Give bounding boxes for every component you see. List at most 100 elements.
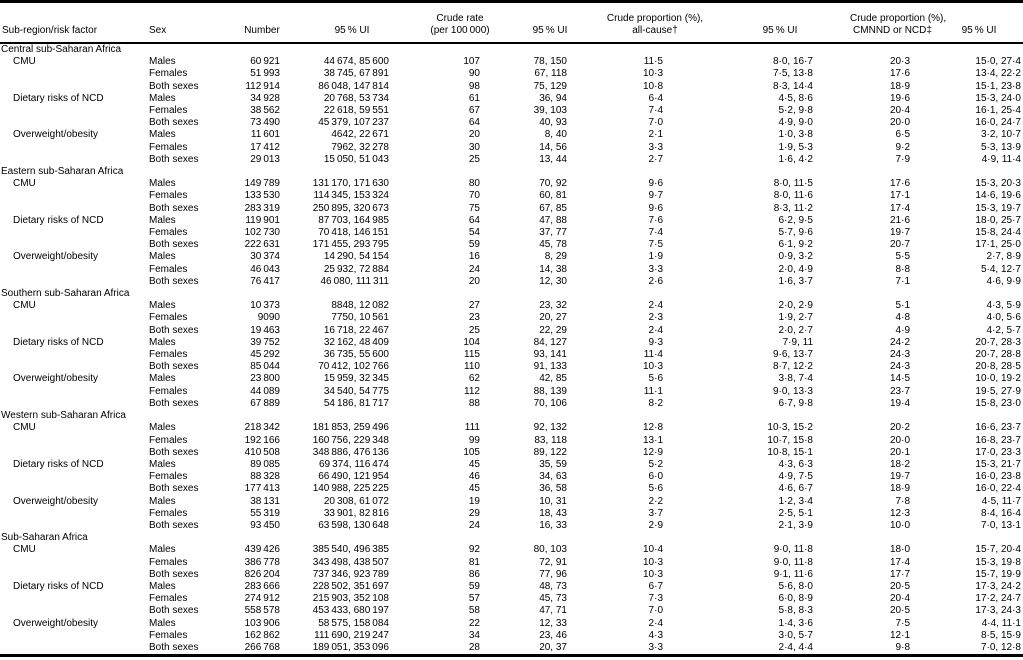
cell-prop_all_cause: 10·4 bbox=[642, 544, 663, 556]
cell-sex: Females bbox=[149, 190, 188, 202]
cell-cmnnd_ui: 18·0, 25·7 bbox=[975, 214, 1021, 226]
cell-prop_all_cause: 10·3 bbox=[642, 68, 663, 80]
region-name: Central sub-Saharan Africa bbox=[1, 44, 122, 55]
cell-risk_factor: Overweight/obesity bbox=[13, 251, 99, 263]
cell-rate_ui: 23, 46 bbox=[539, 629, 567, 641]
cell-risk_factor bbox=[0, 520, 148, 532]
cell-crude_rate: 70 bbox=[468, 190, 480, 202]
cell-rate_ui: 70, 92 bbox=[539, 178, 567, 190]
cell-crude_rate: 99 bbox=[468, 434, 480, 446]
cell-number_ui: 15 959, 32 345 bbox=[323, 373, 389, 385]
cell-risk_factor bbox=[0, 630, 148, 642]
cell-risk_factor bbox=[0, 227, 148, 239]
cell-crude_rate: 24 bbox=[468, 519, 480, 531]
cell-rate_ui: 67, 118 bbox=[534, 68, 567, 80]
section-header-row: Eastern sub-Saharan Africa bbox=[0, 166, 1023, 178]
cell-prop_cmnnd: 19·7 bbox=[889, 471, 910, 483]
cell-number_ui: 343 498, 438 507 bbox=[312, 556, 389, 568]
cell-crude_rate: 28 bbox=[468, 641, 480, 653]
cell-sex: Both sexes bbox=[149, 239, 199, 251]
cell-sex: Both sexes bbox=[149, 202, 199, 214]
cell-prop_all_cause: 2·6 bbox=[648, 275, 663, 287]
cell-number: 826 204 bbox=[244, 568, 280, 580]
table-row: CMU Males 10 373 8848, 12 082 27 23, 32 2·4 2·0… bbox=[0, 300, 1023, 312]
cell-prop_all_cause: 2·7 bbox=[648, 153, 663, 165]
cell-number: 222 631 bbox=[244, 239, 280, 251]
cell-cmnnd_ui: 7·0, 12·8 bbox=[980, 641, 1021, 653]
cell-rate_ui: 36, 94 bbox=[539, 92, 567, 104]
cell-all_cause_ui: 4·5, 8·6 bbox=[778, 92, 813, 104]
cell-crude_rate: 115 bbox=[464, 349, 480, 361]
cell-sex: Both sexes bbox=[149, 324, 199, 336]
cell-all_cause_ui: 5·6, 8·0 bbox=[778, 580, 813, 592]
table-row: CMU Males 149 789 131 170, 171 630 80 70, 92 9… bbox=[0, 178, 1023, 190]
cell-prop_cmnnd: 6·5 bbox=[895, 129, 910, 141]
column-header-crude-rate: Crude rate (per 100 000) bbox=[420, 1, 500, 44]
table-row: Both sexes 73 490 45 379, 107 237 64 40, 93 7… bbox=[0, 117, 1023, 129]
cell-all_cause_ui: 7·9, 11 bbox=[782, 336, 813, 348]
table-row: Both sexes 29 013 15 050, 51 043 25 13, 44 2·… bbox=[0, 154, 1023, 166]
cell-risk_factor bbox=[0, 398, 148, 410]
cell-risk_factor bbox=[0, 325, 148, 337]
column-header-prop-all-cause: Crude proportion (%), all-cause† bbox=[600, 1, 710, 44]
cell-sex: Females bbox=[149, 556, 188, 568]
cell-all_cause_ui: 4·6, 6·7 bbox=[778, 483, 813, 495]
cell-risk_factor: Dietary risks of NCD bbox=[13, 214, 104, 226]
cell-risk_factor bbox=[0, 386, 148, 398]
table-row: Overweight/obesity Males 23 800 15 959, 32 … bbox=[0, 373, 1023, 385]
cell-risk_factor: Dietary risks of NCD bbox=[13, 92, 104, 104]
cell-sex: Females bbox=[149, 227, 188, 239]
table-row: CMU Males 60 921 44 674, 85 600 107 78, 150 11… bbox=[0, 56, 1023, 68]
cell-number_ui: 38 745, 67 891 bbox=[323, 68, 389, 80]
cell-risk_factor: Overweight/obesity bbox=[13, 129, 99, 141]
cell-prop_cmnnd: 19·4 bbox=[889, 397, 910, 409]
cell-rate_ui: 12, 33 bbox=[539, 617, 567, 629]
cell-prop_all_cause: 2·3 bbox=[648, 312, 663, 324]
cell-risk_factor bbox=[0, 81, 148, 93]
cell-risk_factor bbox=[0, 117, 148, 129]
cell-rate_ui: 13, 44 bbox=[539, 153, 567, 165]
cell-crude_rate: 46 bbox=[468, 471, 480, 483]
cell-all_cause_ui: 4·3, 6·3 bbox=[778, 458, 813, 470]
cell-prop_all_cause: 7·6 bbox=[648, 214, 663, 226]
cell-crude_rate: 45 bbox=[468, 483, 480, 495]
cell-sex: Males bbox=[149, 617, 176, 629]
cell-number_ui: 58 575, 158 084 bbox=[318, 617, 389, 629]
cell-cmnnd_ui: 15·3, 24·0 bbox=[975, 92, 1021, 104]
cell-sex: Males bbox=[149, 458, 176, 470]
cell-number: 102 730 bbox=[244, 227, 280, 239]
cell-prop_cmnnd: 9·2 bbox=[895, 141, 910, 153]
cell-number_ui: 215 903, 352 108 bbox=[312, 593, 389, 605]
cell-number_ui: 16 718, 22 467 bbox=[323, 324, 389, 336]
cell-risk_factor bbox=[0, 557, 148, 569]
cell-prop_all_cause: 2·4 bbox=[648, 617, 663, 629]
cell-rate_ui: 8, 40 bbox=[544, 129, 567, 141]
cell-prop_cmnnd: 20·0 bbox=[889, 434, 910, 446]
table-row: CMU Males 439 426 385 540, 496 385 92 80, 103… bbox=[0, 544, 1023, 556]
cell-prop_cmnnd: 9·8 bbox=[895, 641, 910, 653]
cell-rate_ui: 14, 56 bbox=[539, 141, 567, 153]
cell-all_cause_ui: 8·3, 11·2 bbox=[773, 202, 813, 214]
cell-cmnnd_ui: 4·5, 11·7 bbox=[981, 495, 1021, 507]
cell-number: 34 928 bbox=[250, 92, 280, 104]
cell-number: 45 292 bbox=[250, 349, 280, 361]
table-row: Both sexes 410 508 348 886, 476 136 105 89, … bbox=[0, 447, 1023, 459]
cell-prop_cmnnd: 17·1 bbox=[889, 190, 910, 202]
table-row: Females 45 292 36 735, 55 600 115 93, 141 11·… bbox=[0, 349, 1023, 361]
cell-prop_cmnnd: 20·7 bbox=[889, 239, 910, 251]
cell-number_ui: 181 853, 259 496 bbox=[312, 422, 389, 434]
cell-cmnnd_ui: 17·1, 25·0 bbox=[975, 239, 1021, 251]
cell-prop_cmnnd: 14·5 bbox=[889, 373, 910, 385]
cell-cmnnd_ui: 2·7, 8·9 bbox=[986, 251, 1021, 263]
cell-rate_ui: 83, 118 bbox=[534, 434, 567, 446]
table-row: Both sexes 826 204 737 346, 923 789 86 77, 9… bbox=[0, 569, 1023, 581]
table-row: Females 386 778 343 498, 438 507 81 72, 91 10… bbox=[0, 557, 1023, 569]
cell-all_cause_ui: 2·5, 5·1 bbox=[778, 507, 813, 519]
cell-risk_factor bbox=[0, 361, 148, 373]
cell-prop_all_cause: 9·7 bbox=[648, 190, 663, 202]
cell-prop_all_cause: 5·6 bbox=[648, 483, 663, 495]
cell-crude_rate: 23 bbox=[468, 312, 480, 324]
cell-sex: Males bbox=[149, 580, 176, 592]
cell-sex: Females bbox=[149, 385, 188, 397]
cell-crude_rate: 88 bbox=[468, 397, 480, 409]
